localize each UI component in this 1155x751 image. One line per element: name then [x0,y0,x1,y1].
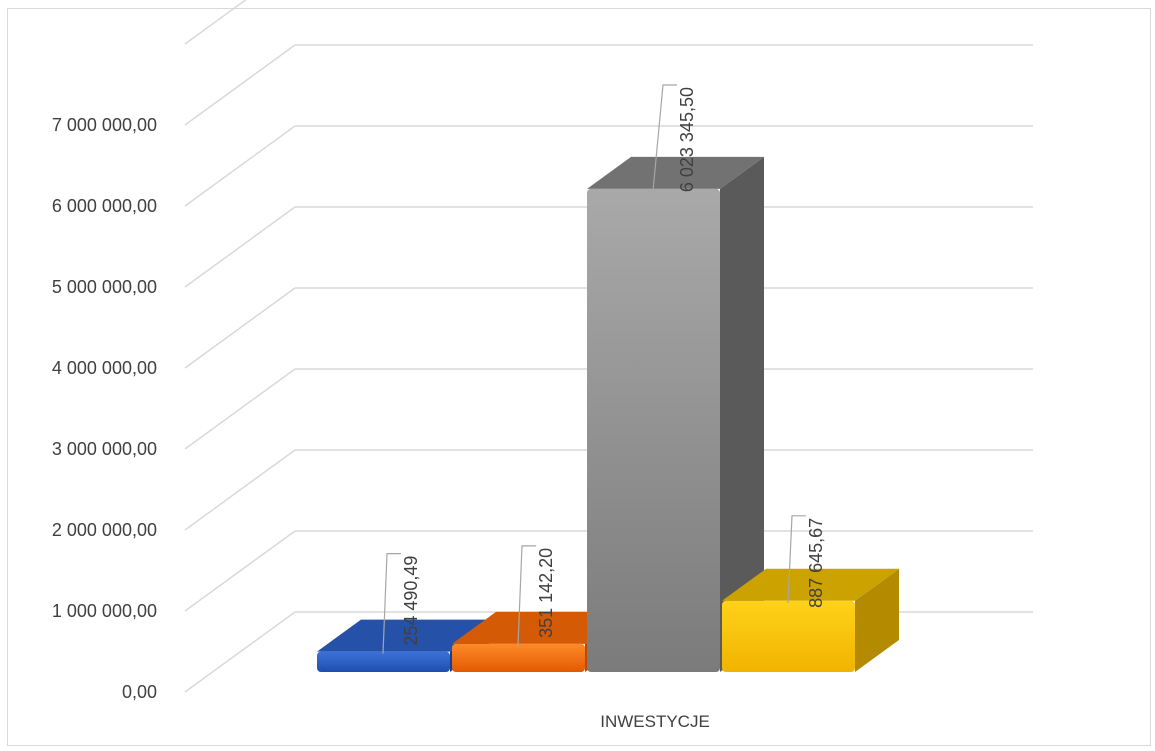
y-tick-label: 0,00 [122,682,157,702]
y-tick-label: 4 000 000,00 [52,358,157,378]
gridline-depth [184,125,296,207]
bar-top [317,619,494,652]
bar-front [317,651,450,672]
gridline-depth [184,287,296,369]
gridline-depth [184,368,296,450]
data-label-2: 6 023 345,50 [652,84,697,192]
y-axis-ticks: 0,00 1 000 000,00 2 000 000,00 3 000 000,00… [52,115,157,702]
category-label: INWESTYCJE [600,712,710,731]
y-tick-label: 2 000 000,00 [52,520,157,540]
gridline-depth [184,44,296,126]
data-label-text: 887 645,67 [806,518,826,608]
data-label-text: 351 142,20 [536,548,556,638]
y-tick-label: 5 000 000,00 [52,277,157,297]
data-label-text: 6 023 345,50 [677,87,697,192]
bar-top [452,611,629,644]
data-label-1: 351 142,20 [517,545,556,646]
data-label-0: 254 490,49 [382,552,421,654]
bar-top [722,568,899,601]
y-tick-label: 1 000 000,00 [52,601,157,621]
data-label-3: 887 645,67 [787,515,826,608]
y-tick-label: 6 000 000,00 [52,196,157,216]
y-tick-label: 7 000 000,00 [52,115,157,135]
data-labels: 254 490,49 351 142,20 6 023 345,50 887 645,… [382,84,826,654]
gridline-depth [184,530,296,612]
data-label-text: 254 490,49 [401,556,421,646]
y-tick-label: 3 000 000,00 [52,439,157,459]
bar-side [855,568,899,672]
bar-top [587,156,764,189]
bar-front [452,643,585,672]
bar-3 [722,568,899,672]
gridline-depth [184,449,296,531]
bar-side [720,156,764,673]
leader-line [652,84,677,191]
leader-line [787,515,806,603]
leader-line [382,552,401,654]
bars [317,156,899,673]
bar-front [587,188,720,673]
gridline-depth [184,206,296,288]
bar-2 [587,156,764,673]
gridline-depth [184,611,296,693]
gridline-depth [184,0,247,45]
leader-line [517,545,536,646]
bar-front [722,600,855,672]
